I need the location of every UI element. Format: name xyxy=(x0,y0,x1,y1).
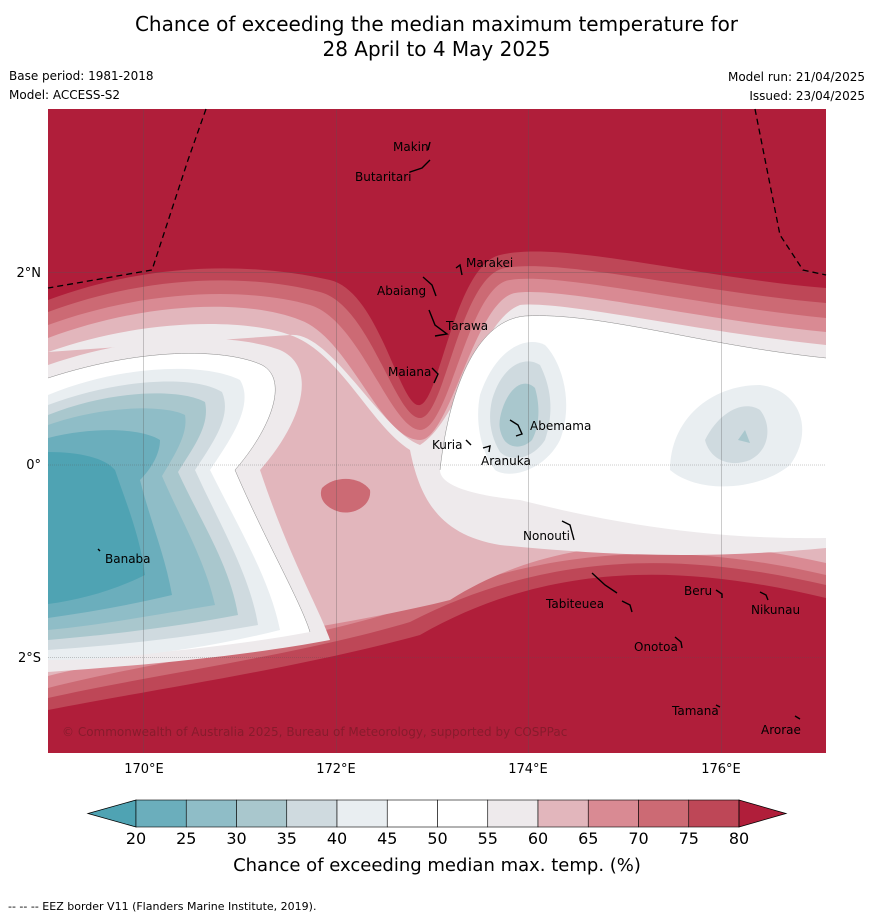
colorbar-swatch xyxy=(185,799,237,828)
colorbar-extend-high xyxy=(738,799,788,828)
colorbar-tick-label: 50 xyxy=(427,829,447,848)
eez-border xyxy=(47,108,827,289)
place-label-abemama: Abemama xyxy=(530,419,591,433)
colorbar-tick-label: 65 xyxy=(578,829,598,848)
model-name: Model: ACCESS-S2 xyxy=(9,88,121,102)
place-labels: Makin Butaritari Marakei Abaiang Tarawa … xyxy=(105,140,801,737)
colorbar-swatch xyxy=(437,799,489,828)
place-label-tamana: Tamana xyxy=(671,704,719,718)
colorbar-title: Chance of exceeding median max. temp. (%… xyxy=(233,855,641,876)
colorbar-swatch xyxy=(336,799,388,828)
colorbar-tick-label: 80 xyxy=(729,829,749,848)
place-label-banaba: Banaba xyxy=(105,552,151,566)
place-label-onotoa: Onotoa xyxy=(634,640,678,654)
place-label-maiana: Maiana xyxy=(388,365,431,379)
lat-label-2s: 2°S xyxy=(18,651,41,666)
latitude-labels: 2°N 0° 2°S xyxy=(17,266,42,666)
lon-label-172e: 172°E xyxy=(316,762,356,777)
colorbar-tick-label: 25 xyxy=(176,829,196,848)
place-label-nonouti: Nonouti xyxy=(523,529,570,543)
colorbar-swatch xyxy=(135,799,187,828)
place-label-marakei: Marakei xyxy=(466,256,513,270)
colorbar-extend-low xyxy=(86,799,137,828)
graticule xyxy=(48,109,826,753)
copyright-notice: © Commonwealth of Australia 2025, Bureau… xyxy=(62,725,567,739)
longitude-labels: 170°E 172°E 174°E 176°E xyxy=(124,762,741,777)
colorbar-tick-label: 40 xyxy=(327,829,347,848)
colorbar-tick-label: 45 xyxy=(377,829,397,848)
lon-label-170e: 170°E xyxy=(124,762,164,777)
colorbar-tick-label: 35 xyxy=(277,829,297,848)
place-label-arorae: Arorae xyxy=(761,723,801,737)
lon-label-174e: 174°E xyxy=(508,762,548,777)
colorbar-swatch xyxy=(587,799,639,828)
place-label-tarawa: Tarawa xyxy=(445,319,488,333)
place-label-makin: Makin xyxy=(393,140,429,154)
place-label-tabiteuea: Tabiteuea xyxy=(545,597,604,611)
place-label-beru: Beru xyxy=(684,584,712,598)
lat-label-0: 0° xyxy=(26,458,41,473)
lat-label-2n: 2°N xyxy=(17,266,42,281)
colorbar-swatch xyxy=(386,799,438,828)
place-label-aranuka: Aranuka xyxy=(481,454,531,468)
issued-date: Issued: 23/04/2025 xyxy=(749,89,865,103)
colorbar-tick-label: 60 xyxy=(528,829,548,848)
colorbar-swatch xyxy=(537,799,589,828)
colorbar-tick-label: 55 xyxy=(478,829,498,848)
title-line-2: 28 April to 4 May 2025 xyxy=(322,37,551,61)
colorbar-swatch xyxy=(286,799,338,828)
colorbar-swatch xyxy=(688,799,740,828)
island-outlines xyxy=(97,141,801,720)
model-run: Model run: 21/04/2025 xyxy=(727,70,865,84)
place-label-abaiang: Abaiang xyxy=(377,284,426,298)
place-label-butaritari: Butaritari xyxy=(355,170,412,184)
colorbar-tick-label: 75 xyxy=(679,829,699,848)
eez-footnote: -- -- -- EEZ border V11 (Flanders Marine… xyxy=(8,900,317,913)
colorbar-tick-label: 30 xyxy=(226,829,246,848)
base-period: Base period: 1981-2018 xyxy=(9,69,154,83)
title-line-1: Chance of exceeding the median maximum t… xyxy=(134,12,739,36)
colorbar-swatch xyxy=(638,799,690,828)
place-label-kuria: Kuria xyxy=(432,438,463,452)
colorbar-swatch xyxy=(487,799,539,828)
map-field xyxy=(48,109,826,753)
colorbar-tick-label: 20 xyxy=(126,829,146,848)
colorbar: 20 25 30 35 40 45 50 55 60 65 70 75 80 xyxy=(86,799,788,848)
colorbar-tick-label: 70 xyxy=(628,829,648,848)
colorbar-swatch xyxy=(236,799,288,828)
lon-label-176e: 176°E xyxy=(701,762,741,777)
place-label-nikunau: Nikunau xyxy=(751,603,800,617)
